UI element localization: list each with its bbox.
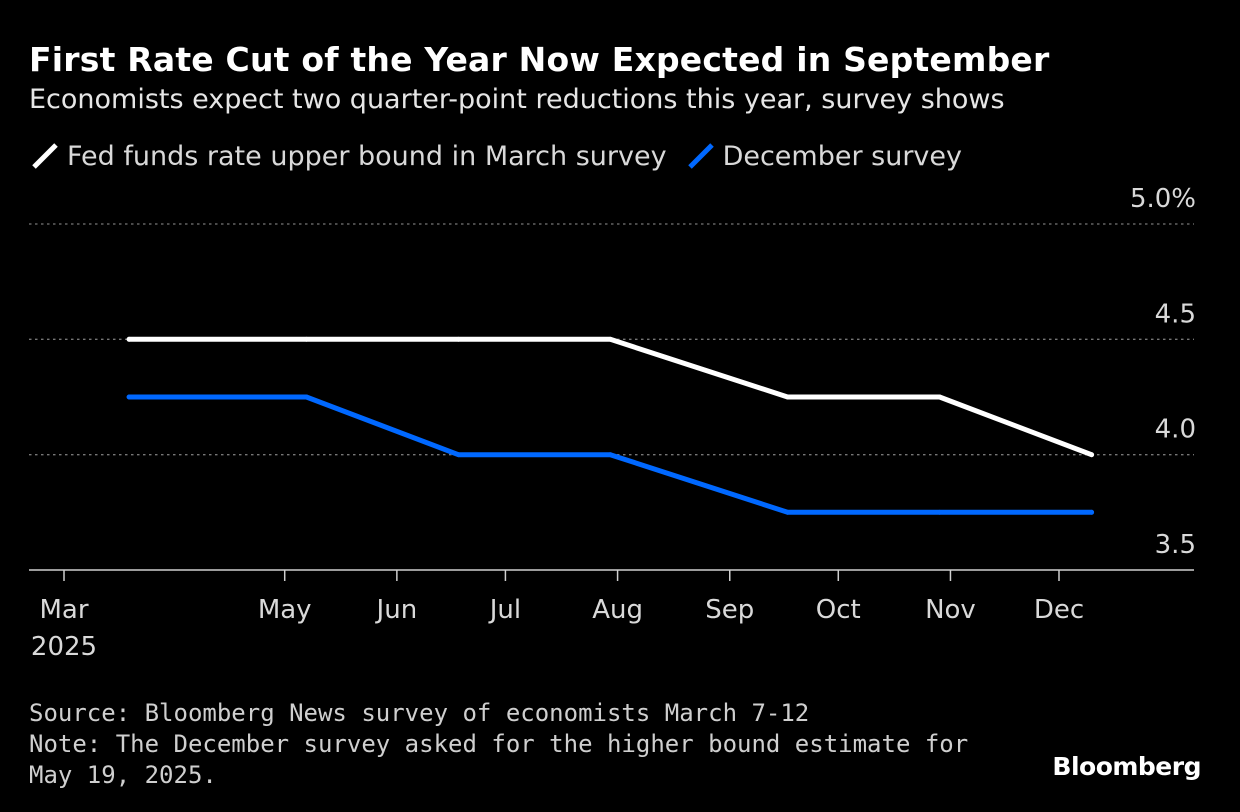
data-point bbox=[937, 509, 942, 515]
footnote: Note: The December survey asked for the … bbox=[29, 730, 969, 789]
y-tick-label: 5.0% bbox=[1130, 184, 1196, 214]
bloomberg-logo: Bloomberg bbox=[1052, 752, 1201, 781]
legend: Fed funds rate upper bound in March surv… bbox=[29, 140, 980, 172]
x-tick-label: Sep bbox=[705, 595, 754, 625]
data-point bbox=[1089, 452, 1094, 458]
data-point bbox=[607, 452, 613, 458]
data-point bbox=[1089, 509, 1094, 515]
y-tick-label: 4.5 bbox=[1155, 299, 1196, 329]
x-tick-label: Jul bbox=[488, 595, 521, 625]
legend-label: December survey bbox=[722, 140, 963, 172]
x-tick-label: Aug bbox=[592, 595, 643, 625]
legend-item-march-survey: Fed funds rate upper bound in March surv… bbox=[29, 140, 667, 172]
x-tick-label: Mar 2025 bbox=[31, 595, 97, 662]
data-point bbox=[126, 336, 132, 342]
y-axis-tick-labels: 3.5 4.0 4.5 5.0% bbox=[1130, 184, 1196, 560]
data-point bbox=[937, 394, 942, 400]
chart-title: First Rate Cut of the Year Now Expected … bbox=[29, 40, 1050, 79]
legend-label: Fed funds rate upper bound in March surv… bbox=[67, 140, 667, 172]
data-point bbox=[455, 336, 461, 342]
legend-swatch-icon bbox=[32, 143, 58, 169]
legend-swatch-icon bbox=[687, 143, 714, 169]
x-tick-label: Jun bbox=[375, 595, 418, 625]
legend-item-december-survey: December survey bbox=[685, 140, 962, 172]
x-axis-ticks: Mar 2025 May Jun Jul Aug Sep Oct Nov Dec bbox=[31, 570, 1084, 662]
x-tick-label: Dec bbox=[1034, 595, 1084, 625]
x-tick-label: Oct bbox=[816, 595, 861, 625]
data-point bbox=[785, 509, 791, 515]
chart-series bbox=[126, 336, 1095, 515]
data-point bbox=[126, 394, 132, 400]
chart-footer: Source: Bloomberg News survey of economi… bbox=[29, 698, 969, 791]
chart-subtitle: Economists expect two quarter-point redu… bbox=[29, 84, 1005, 115]
data-point bbox=[785, 394, 791, 400]
x-tick-label: Nov bbox=[925, 595, 976, 625]
y-tick-label: 3.5 bbox=[1155, 530, 1196, 560]
y-tick-label: 4.0 bbox=[1155, 415, 1196, 445]
source-note: Source: Bloomberg News survey of economi… bbox=[29, 699, 810, 727]
data-point bbox=[455, 452, 461, 458]
data-point bbox=[304, 394, 309, 400]
x-tick-label: May bbox=[258, 595, 312, 625]
data-point bbox=[607, 336, 613, 342]
data-point bbox=[304, 336, 309, 342]
